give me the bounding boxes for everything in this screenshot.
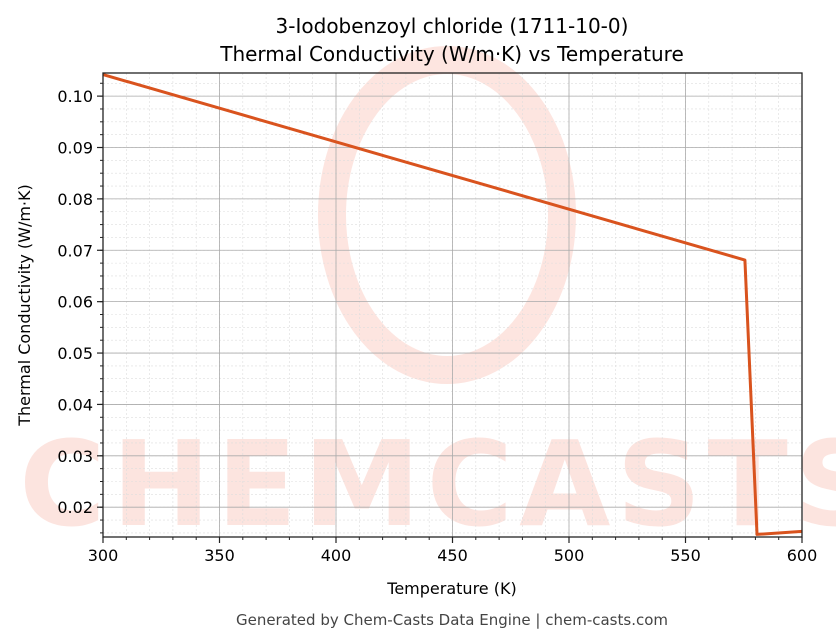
watermark-logo: CHEMCASTS <box>19 46 836 553</box>
plot-frame <box>102 72 803 538</box>
watermark-text: CHEMCASTS <box>19 415 836 553</box>
series-layer <box>102 73 803 536</box>
x-tick-label: 550 <box>670 546 701 565</box>
y-tick-label: 0.07 <box>57 241 93 260</box>
axis-ticks: 300 350 400 450 500 550 600 0.02 0.03 0.04 0.05 0.0… <box>57 82 818 565</box>
footer-credit: Generated by Chem-Casts Data Engine | ch… <box>236 611 668 629</box>
grid <box>102 73 803 537</box>
y-tick-label: 0.02 <box>57 498 93 517</box>
y-tick-label: 0.10 <box>57 87 93 106</box>
x-axis-label: Temperature (K) <box>386 579 516 598</box>
chart-subtitle: Thermal Conductivity (W/m·K) vs Temperat… <box>219 42 684 66</box>
x-tick-label: 300 <box>88 546 119 565</box>
x-tick-label: 350 <box>204 546 235 565</box>
series-line <box>102 73 803 536</box>
y-tick-label: 0.04 <box>57 395 93 414</box>
x-tick-label: 500 <box>554 546 585 565</box>
x-tick-label: 400 <box>321 546 352 565</box>
chart-title: 3-Iodobenzoyl chloride (1711-10-0) <box>276 14 629 38</box>
y-tick-label: 0.09 <box>57 139 93 158</box>
y-tick-label: 0.06 <box>57 293 93 312</box>
y-tick-label: 0.05 <box>57 344 93 363</box>
x-tick-label: 450 <box>437 546 468 565</box>
y-tick-label: 0.03 <box>57 447 93 466</box>
y-tick-label: 0.08 <box>57 190 93 209</box>
y-axis-label: Thermal Conductivity (W/m·K) <box>15 184 34 427</box>
x-tick-label: 600 <box>787 546 818 565</box>
